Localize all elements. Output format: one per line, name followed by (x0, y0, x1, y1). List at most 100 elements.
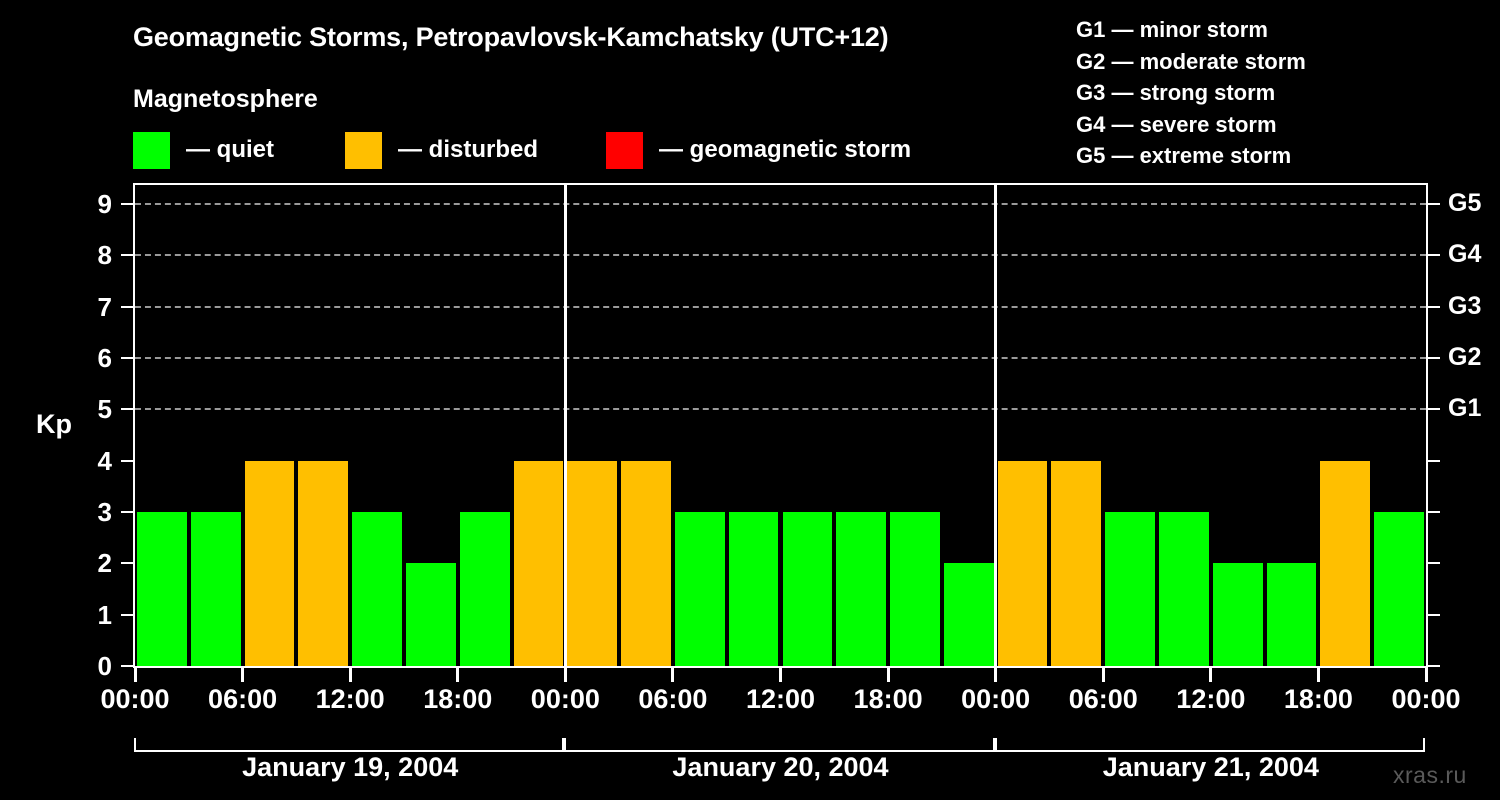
x-axis-tick (456, 668, 460, 682)
y-axis-tick (121, 665, 133, 667)
kp-bar (1374, 512, 1424, 666)
kp-bar (1212, 563, 1263, 666)
right-axis-tick (1428, 357, 1440, 359)
watermark: xras.ru (1393, 762, 1467, 788)
right-axis-tick (1428, 613, 1440, 616)
kp-bar (728, 512, 779, 666)
day-bracket (564, 738, 995, 752)
x-axis-tick-label: 06:00 (208, 684, 278, 714)
g-scale-row: G3 — strong storm (1076, 80, 1276, 105)
y-axis-tick (121, 357, 133, 359)
kp-bar (405, 563, 456, 666)
x-axis-tick-label: 18:00 (853, 684, 923, 714)
kp-bar (352, 512, 402, 666)
kp-bar (997, 460, 1048, 666)
legend-swatch-quiet-icon (133, 131, 170, 169)
kp-bar (1320, 460, 1371, 666)
legend-label-storm: — geomagnetic storm (659, 136, 912, 163)
day-label: January 19, 2004 (242, 752, 459, 782)
g-scale-row: G1 — minor storm (1076, 17, 1268, 42)
y-axis-tick-label: 6 (97, 343, 112, 373)
x-axis-tick (348, 668, 352, 682)
kp-bar (674, 512, 725, 666)
day-label: January 20, 2004 (672, 752, 889, 782)
g-scale-tick-label: G3 (1448, 291, 1482, 320)
x-axis-tick-label: 18:00 (1283, 684, 1353, 714)
y-axis-tick (121, 459, 133, 462)
g-scale-row: G4 — severe storm (1076, 111, 1277, 137)
x-axis-tick-label: 12:00 (745, 684, 816, 714)
gridline (135, 408, 1426, 411)
right-axis-tick (1428, 254, 1440, 257)
x-axis-tick-label: 12:00 (315, 684, 385, 714)
legend-heading: Magnetosphere (133, 85, 318, 113)
y-axis-tick (121, 305, 133, 308)
x-axis-tick (1101, 668, 1105, 682)
kp-bar (782, 512, 833, 666)
g-scale-row: G2 — moderate storm (1076, 48, 1306, 74)
legend-swatch-disturbed-icon (345, 131, 382, 169)
y-axis-tick-label: 9 (97, 189, 112, 219)
plot-area (135, 185, 1426, 666)
x-axis-tick-label: 00:00 (100, 684, 170, 714)
right-axis-tick (1428, 562, 1440, 565)
x-axis-tick-label: 06:00 (638, 684, 708, 714)
x-axis-tick (671, 668, 675, 682)
kp-bar (943, 563, 994, 666)
g-scale-tick-label: G5 (1448, 189, 1482, 217)
y-axis-tick (121, 562, 133, 565)
kp-bar (513, 460, 564, 666)
legend-item-storm: — geomagnetic storm (606, 131, 911, 169)
y-axis-tick-label: 7 (97, 291, 112, 322)
x-axis-tick (1316, 668, 1320, 682)
right-axis-tick (1428, 665, 1440, 667)
y-axis-tick (121, 511, 133, 513)
day-bracket (994, 738, 1425, 752)
g-scale-tick-label: G4 (1448, 240, 1482, 269)
kp-bar (836, 512, 887, 666)
kp-bar (890, 512, 940, 666)
kp-bar (190, 512, 241, 666)
kp-bar (298, 460, 349, 666)
y-axis-tick-label: 1 (97, 599, 112, 630)
x-axis-tick-label: 06:00 (1068, 684, 1138, 714)
day-separator (563, 185, 567, 666)
legend-label-quiet: — quiet (186, 136, 274, 163)
kp-bar (137, 512, 187, 666)
right-axis-tick (1428, 408, 1440, 411)
g-scale-legend: G1 — minor storm G2 — moderate storm G3 … (1076, 14, 1406, 172)
g-scale-tick-label: G2 (1448, 343, 1482, 371)
day-label: January 21, 2004 (1102, 752, 1319, 782)
y-axis-tick (121, 408, 133, 411)
x-axis-tick (563, 668, 567, 682)
right-axis-tick (1428, 203, 1440, 205)
x-axis-tick (779, 668, 782, 682)
legend-item-quiet: — quiet (133, 131, 274, 169)
legend-item-disturbed: — disturbed (345, 131, 538, 169)
x-axis-tick-label: 12:00 (1176, 684, 1246, 714)
day-separator (994, 185, 998, 666)
x-axis-tick-label: 00:00 (1391, 684, 1461, 714)
x-axis-tick (241, 668, 245, 682)
y-axis-title: Kp (36, 409, 72, 439)
x-axis-tick (1424, 668, 1428, 682)
legend-swatch-storm-icon (606, 131, 644, 169)
y-axis-tick-label: 4 (97, 445, 112, 476)
kp-bar (459, 512, 510, 666)
kp-bar (1051, 460, 1102, 666)
page-title: Geomagnetic Storms, Petropavlovsk-Kamcha… (133, 22, 889, 52)
right-axis-tick (1428, 305, 1440, 308)
x-axis-tick (994, 668, 998, 682)
y-axis-tick-label: 2 (97, 548, 112, 579)
right-axis-tick (1428, 511, 1440, 513)
kp-bar (567, 460, 618, 666)
y-axis-tick (121, 203, 133, 205)
gridline (135, 254, 1426, 257)
y-axis-tick-label: 8 (97, 240, 112, 271)
kp-bar (621, 460, 671, 666)
x-axis-tick (886, 668, 890, 682)
x-axis-tick-label: 18:00 (423, 684, 493, 714)
kp-bar (1159, 512, 1209, 666)
kp-bar (1105, 512, 1156, 666)
y-axis-tick-label: 0 (97, 651, 112, 681)
